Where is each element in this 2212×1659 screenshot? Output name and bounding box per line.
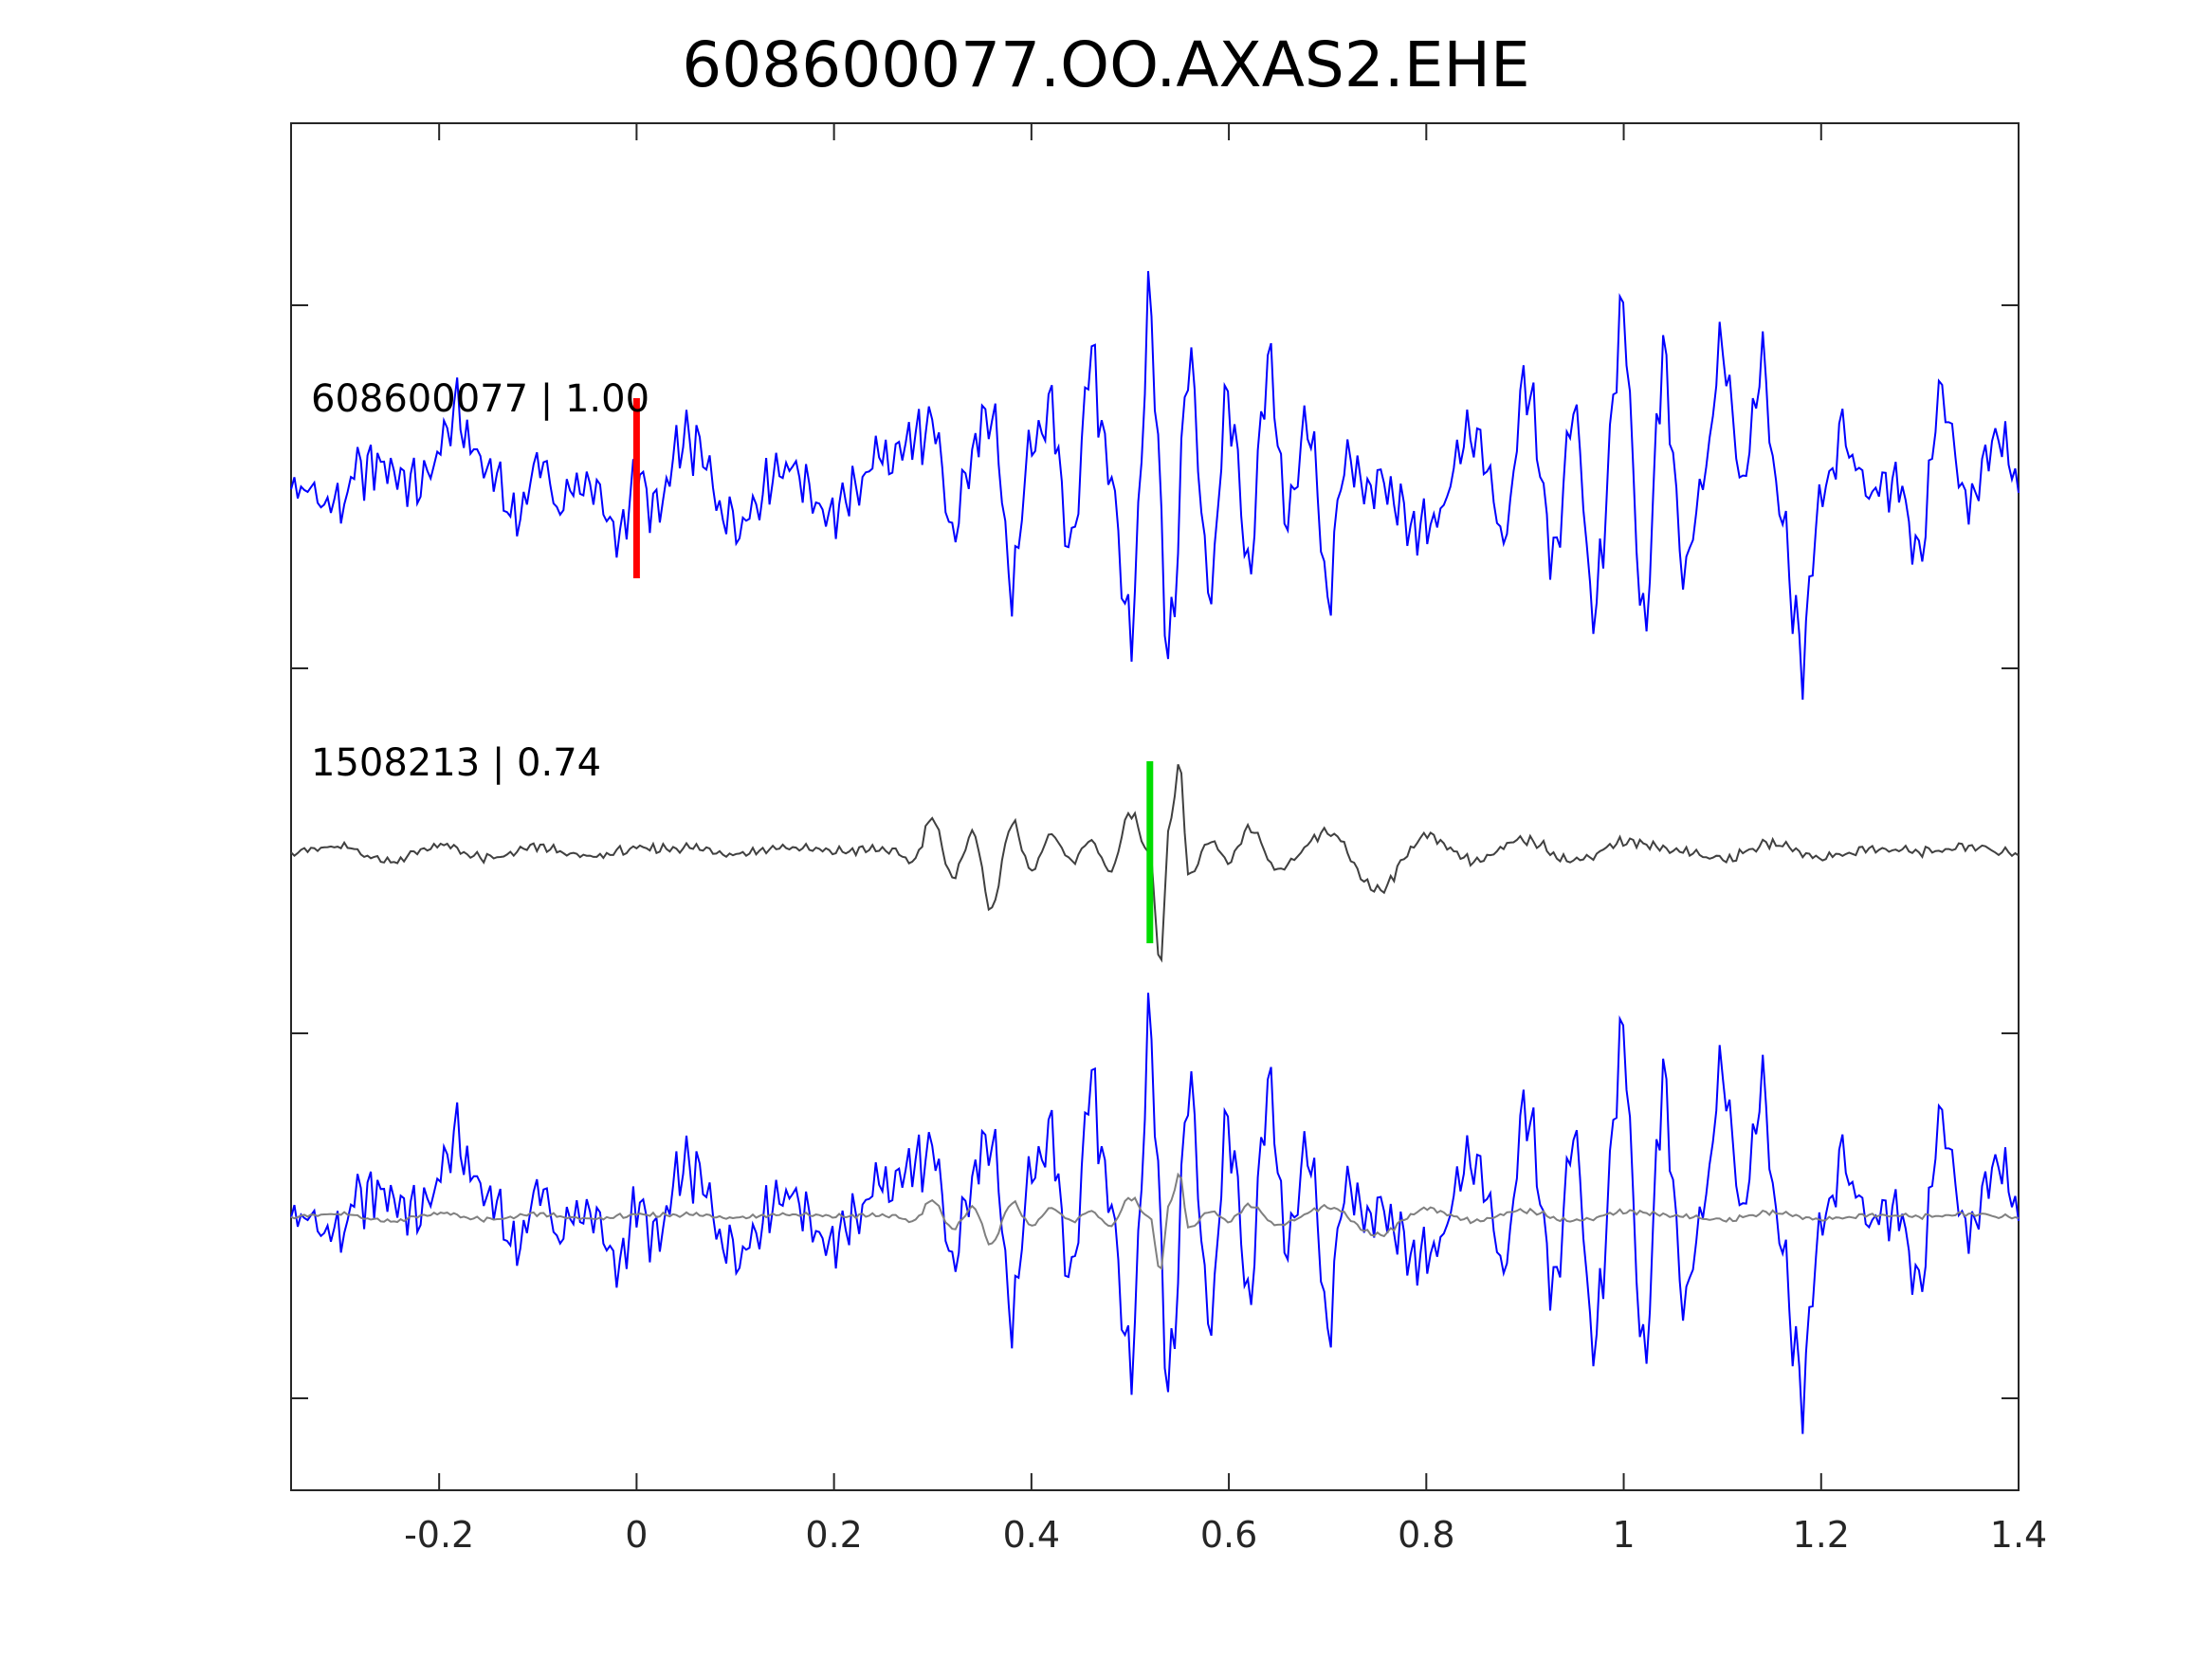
x-tick-label: 0 [625,1514,648,1556]
trace-line-1 [290,764,2020,963]
chart-title: 608600077.OO.AXAS2.EHE [682,28,1530,101]
trace-line-0 [290,270,2020,701]
axes-frame [290,122,2020,1491]
x-tick-label: -0.2 [404,1514,474,1556]
x-tick-label: 1.2 [1793,1514,1850,1556]
x-tick-label: 0.6 [1200,1514,1257,1556]
x-tick-label: 0.4 [1003,1514,1060,1556]
x-tick-label: 0.2 [805,1514,862,1556]
y-ticks [291,304,2019,1399]
x-tick-label: 1 [1612,1514,1635,1556]
picks [632,398,1154,943]
trace-line-2 [290,993,2020,1434]
trace-label-0: 608600077 | 1.00 [311,377,649,421]
x-tick-label: 0.8 [1398,1514,1454,1556]
trace-label-1: 1508213 | 0.74 [311,741,601,785]
x-ticks: -0.2 0 0.2 0.4 0.6 0.8 1 1.2 1.4 [404,123,2047,1556]
x-tick-label: 1.4 [1990,1514,2047,1556]
traces [290,270,2020,1434]
trace-line-3 [290,1172,2020,1270]
